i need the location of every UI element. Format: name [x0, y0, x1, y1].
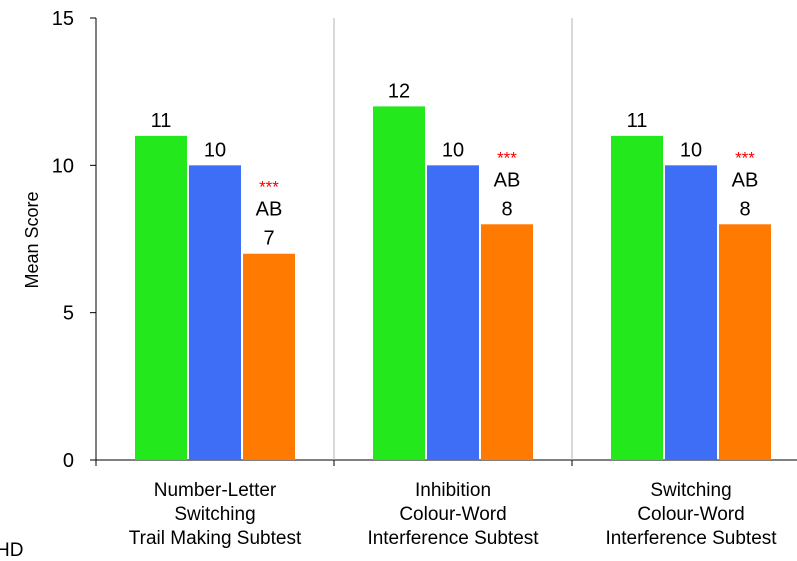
bar-value-label: 10: [680, 139, 702, 161]
y-tick-label: 15: [52, 8, 74, 30]
category-label: Number-Letter: [154, 480, 277, 501]
bar: [243, 253, 295, 460]
labels: Number-Letter Switching Trail Making Subte…: [129, 80, 778, 549]
y-tick-label: 10: [52, 155, 74, 177]
clipped-left-text: HD: [0, 540, 23, 561]
bar-value-label: 7: [263, 228, 274, 250]
bars: [135, 106, 771, 461]
group-letter-label: AB: [256, 199, 283, 221]
bar-value-label: 10: [442, 139, 464, 161]
category-label: Trail Making Subtest: [129, 528, 302, 549]
category-label: Switching: [174, 504, 255, 525]
bar-value-label: 8: [501, 198, 512, 220]
group-letter-label: AB: [494, 169, 521, 191]
significance-marker: ***: [735, 148, 755, 167]
y-axis-title: Mean Score: [22, 191, 42, 288]
y-tick-label: 0: [63, 450, 74, 472]
y-tick-label: 5: [63, 303, 74, 325]
bar-value-label: 11: [627, 110, 648, 132]
bar: [427, 165, 479, 461]
significance-marker: ***: [497, 148, 517, 167]
bar: [373, 106, 425, 461]
bar: [719, 224, 771, 460]
bar-value-label: 11: [151, 110, 172, 132]
bar: [481, 224, 533, 460]
bar: [665, 165, 717, 461]
category-label: Colour-Word: [399, 504, 506, 525]
bar: [189, 165, 241, 461]
bar-value-label: 12: [388, 80, 410, 102]
bar-value-label: 10: [204, 139, 226, 161]
bar-value-label: 8: [739, 198, 750, 220]
bar: [611, 135, 663, 460]
category-label: Interference Subtest: [367, 528, 539, 549]
group-letter-label: AB: [732, 169, 759, 191]
category-label: Interference Subtest: [605, 528, 777, 549]
category-label: Inhibition: [415, 480, 491, 501]
bar: [135, 135, 187, 460]
significance-marker: ***: [259, 178, 279, 197]
category-label: Colour-Word: [637, 504, 744, 525]
category-label: Switching: [650, 480, 731, 501]
